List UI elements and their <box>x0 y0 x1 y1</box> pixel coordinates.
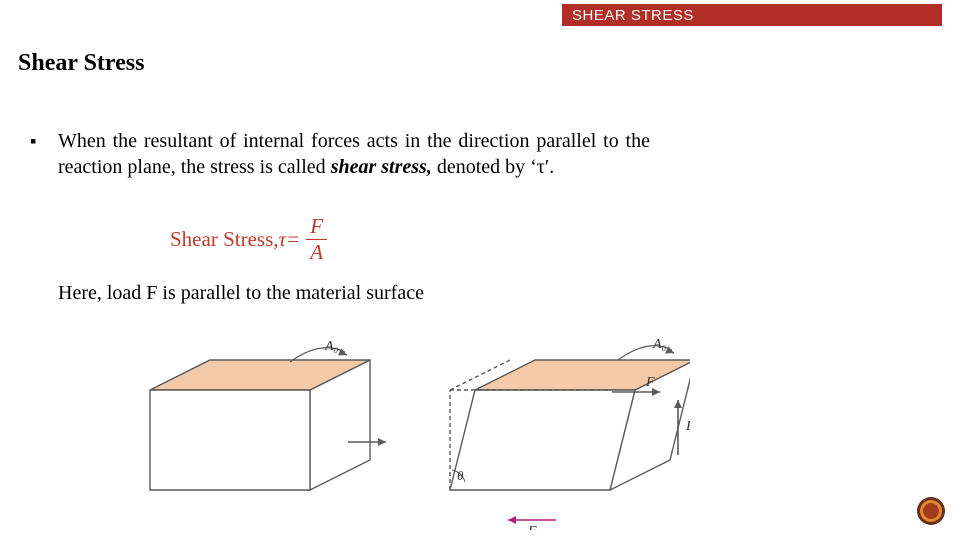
formula-symbol: τ <box>279 227 287 252</box>
section-title: Shear Stress <box>18 50 144 77</box>
formula-label: Shear Stress, <box>170 227 279 252</box>
svg-text:A₀: A₀ <box>324 339 339 354</box>
shear-diagram-svg: A₀ θ A₀ F F F <box>90 330 690 530</box>
bullet-post: denoted by ‘τ′. <box>432 156 554 178</box>
bullet-icon: ▪ <box>30 128 58 180</box>
formula-fraction: F A <box>306 216 327 263</box>
formula-eq: = <box>286 227 300 252</box>
formula-denominator: A <box>306 239 327 263</box>
header-label: SHEAR STRESS <box>572 7 694 24</box>
svg-text:F: F <box>645 375 655 390</box>
formula: Shear Stress, τ = F A <box>170 216 327 263</box>
formula-numerator: F <box>306 216 327 239</box>
svg-text:F: F <box>685 419 690 434</box>
header-bar: SHEAR STRESS <box>562 4 942 26</box>
bullet-text: When the resultant of internal forces ac… <box>58 128 650 180</box>
bullet-block: ▪ When the resultant of internal forces … <box>30 128 650 180</box>
note-text: Here, load F is parallel to the material… <box>58 282 424 305</box>
svg-text:θ: θ <box>457 468 464 483</box>
shear-diagram: A₀ θ A₀ F F F <box>90 330 690 535</box>
svg-text:F: F <box>527 524 537 530</box>
corner-badge-icon <box>916 496 946 526</box>
bullet-em: shear stress, <box>331 156 432 178</box>
svg-text:A₀: A₀ <box>652 337 667 352</box>
